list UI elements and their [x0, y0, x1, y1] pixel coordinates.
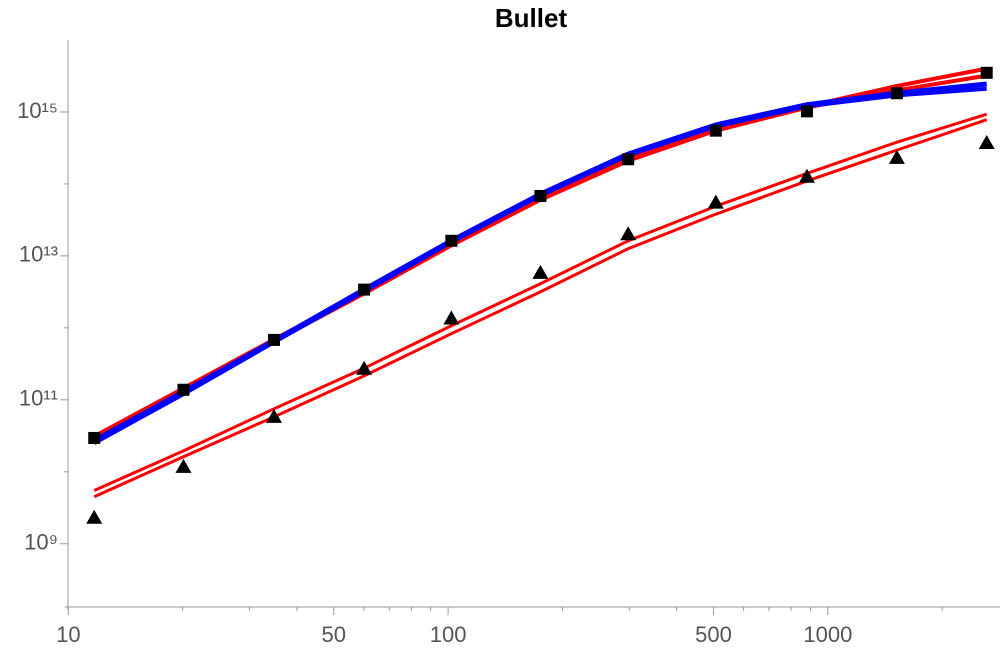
square-marker: [622, 153, 635, 166]
series-line: [93, 81, 987, 443]
triangle-marker: [356, 360, 373, 375]
square-marker: [534, 189, 547, 202]
triangle-marker: [175, 458, 192, 473]
square-marker: [709, 124, 722, 137]
triangle-marker: [443, 310, 460, 325]
y-tick-label: 10¹³: [19, 242, 58, 267]
triangle-marker: [620, 226, 637, 241]
x-tick-label: 500: [695, 622, 732, 647]
chart-title: Bullet: [495, 3, 568, 33]
square-marker: [177, 383, 190, 396]
triangle-marker: [888, 149, 905, 164]
x-tick-label: 1000: [803, 622, 852, 647]
series-line: [93, 112, 988, 492]
y-tick-label: 10¹⁵: [17, 98, 58, 123]
triangle-marker: [978, 135, 995, 150]
series-line: [93, 66, 988, 439]
square-marker: [88, 431, 101, 444]
triangle-marker: [86, 509, 103, 524]
square-marker: [358, 283, 371, 296]
square-marker: [800, 105, 813, 118]
series-line: [93, 118, 988, 499]
x-tick-label: 50: [322, 622, 346, 647]
square-marker: [268, 333, 281, 346]
y-tick-label: 10¹¹: [19, 386, 58, 411]
triangle-marker: [707, 194, 724, 209]
triangle-marker: [266, 408, 283, 423]
square-marker: [890, 87, 903, 100]
x-tick-label: 10: [56, 622, 80, 647]
series-line: [93, 73, 988, 441]
triangle-marker: [532, 264, 549, 279]
triangle-marker: [798, 168, 815, 183]
x-tick-label: 100: [430, 622, 467, 647]
square-marker: [445, 234, 458, 247]
y-tick-label: 10⁹: [24, 530, 58, 555]
square-marker: [980, 66, 993, 79]
